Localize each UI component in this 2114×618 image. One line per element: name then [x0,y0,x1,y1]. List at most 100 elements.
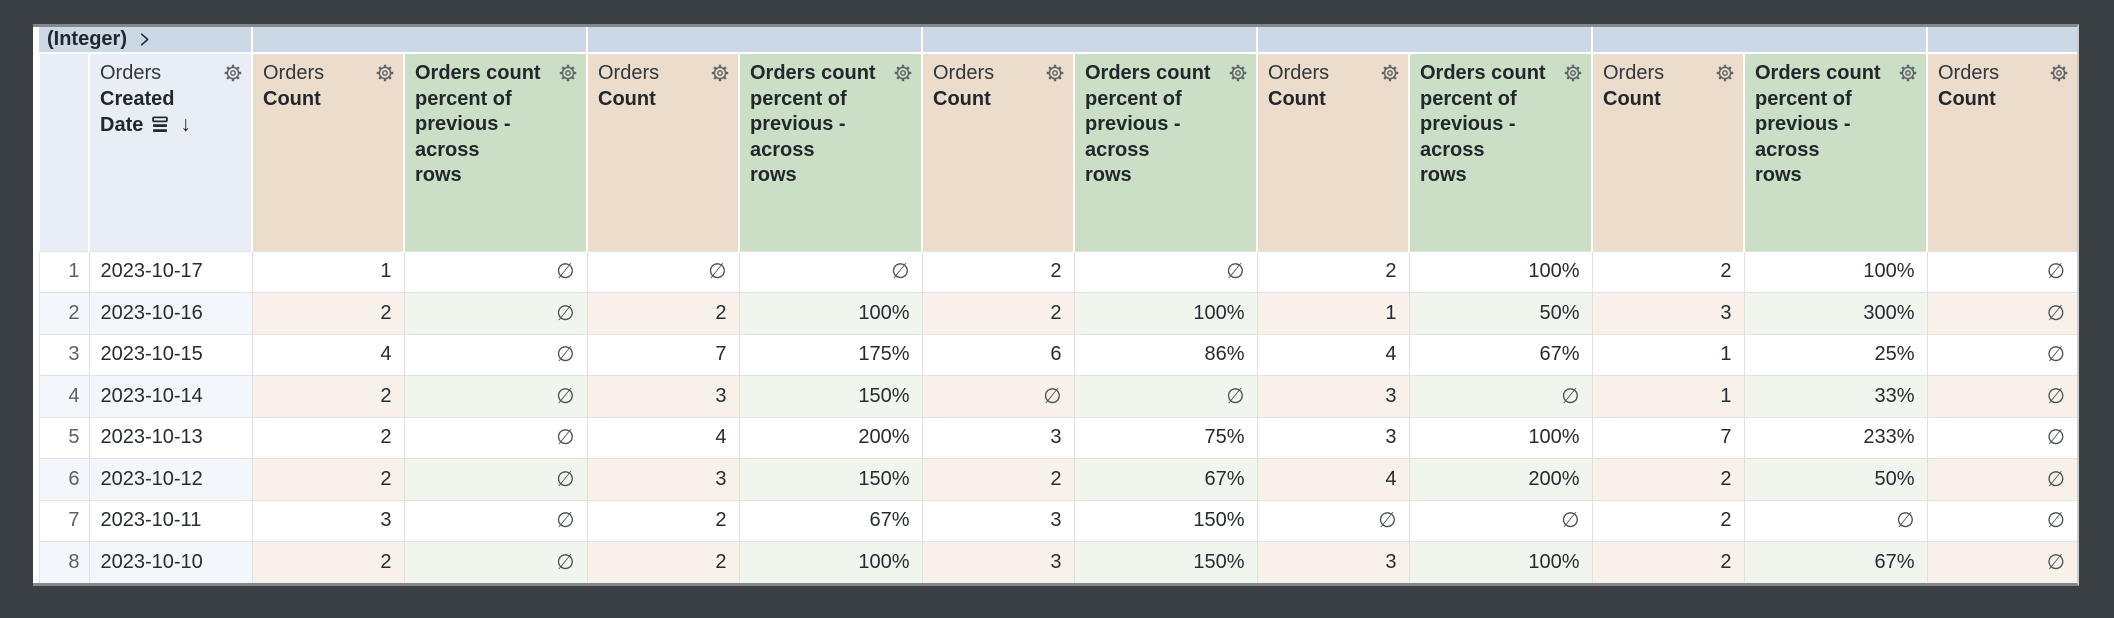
gear-icon[interactable] [557,62,579,84]
percent-of-previous-cell[interactable]: 200% [1408,458,1592,500]
orders-count-cell[interactable]: 3 [1256,416,1409,459]
percent-of-previous-cell[interactable]: 100% [1408,250,1592,293]
date-cell[interactable]: 2023-10-12 [88,458,252,500]
orders-count-cell[interactable]: 6 [921,333,1074,376]
column-header-orders-count[interactable]: Orders Count [1926,52,2077,251]
percent-of-previous-cell[interactable]: 150% [1073,541,1257,583]
percent-of-previous-cell[interactable]: 67% [1408,333,1592,376]
percent-of-previous-cell[interactable]: ∅ [738,250,922,293]
gear-icon[interactable] [2048,62,2070,84]
orders-count-cell[interactable]: 7 [1591,416,1744,459]
column-header-orders-count[interactable]: Orders Count [586,52,739,251]
column-header-orders-count-percent-of-previous[interactable]: Orders count percent of previous - across ro… [1743,52,1927,251]
gear-icon[interactable] [1714,62,1736,84]
percent-of-previous-cell[interactable]: 150% [738,458,922,500]
column-header-orders-count[interactable]: Orders Count [921,52,1074,251]
gear-icon[interactable] [1562,62,1584,84]
column-header-orders-count-percent-of-previous[interactable]: Orders count percent of previous - across ro… [403,52,587,251]
column-header-orders-count[interactable]: Orders Count [1591,52,1744,251]
orders-count-cell[interactable]: ∅ [1926,250,2077,293]
orders-count-cell[interactable]: 4 [251,333,404,376]
column-header-orders-created-date[interactable]: Orders Created Date ↓ [88,52,252,251]
percent-of-previous-cell[interactable]: ∅ [403,541,587,583]
percent-of-previous-cell[interactable]: ∅ [403,458,587,500]
percent-of-previous-cell[interactable]: 67% [738,499,922,542]
date-cell[interactable]: 2023-10-15 [88,333,252,376]
percent-of-previous-cell[interactable]: 33% [1743,375,1927,417]
orders-count-cell[interactable]: 2 [251,416,404,459]
orders-count-cell[interactable]: 3 [251,499,404,542]
column-header-orders-count[interactable]: Orders Count [1256,52,1409,251]
percent-of-previous-cell[interactable]: ∅ [403,499,587,542]
percent-of-previous-cell[interactable]: 100% [1408,416,1592,459]
date-cell[interactable]: 2023-10-16 [88,292,252,334]
percent-of-previous-cell[interactable]: ∅ [403,292,587,334]
orders-count-cell[interactable]: 2 [921,458,1074,500]
orders-count-cell[interactable]: 2 [1591,250,1744,293]
orders-count-cell[interactable]: 3 [921,416,1074,459]
orders-count-cell[interactable]: 2 [251,541,404,583]
orders-count-cell[interactable]: 4 [586,416,739,459]
orders-count-cell[interactable]: 1 [1591,333,1744,376]
percent-of-previous-cell[interactable]: 67% [1743,541,1927,583]
percent-of-previous-cell[interactable]: ∅ [1408,499,1592,542]
gear-icon[interactable] [1227,62,1249,84]
column-header-orders-count-percent-of-previous[interactable]: Orders count percent of previous - across ro… [738,52,922,251]
orders-count-cell[interactable]: ∅ [1256,499,1409,542]
percent-of-previous-cell[interactable]: 200% [738,416,922,459]
orders-count-cell[interactable]: 3 [1256,541,1409,583]
orders-count-cell[interactable]: 2 [251,292,404,334]
percent-of-previous-cell[interactable]: ∅ [1073,375,1257,417]
percent-of-previous-cell[interactable]: ∅ [1743,499,1927,542]
percent-of-previous-cell[interactable]: ∅ [403,333,587,376]
gear-icon[interactable] [709,62,731,84]
percent-of-previous-cell[interactable]: ∅ [1408,375,1592,417]
orders-count-cell[interactable]: 1 [1256,292,1409,334]
percent-of-previous-cell[interactable]: 25% [1743,333,1927,376]
gear-icon[interactable] [892,62,914,84]
orders-count-cell[interactable]: 4 [1256,333,1409,376]
percent-of-previous-cell[interactable]: 100% [1743,250,1927,293]
orders-count-cell[interactable]: ∅ [586,250,739,293]
orders-count-cell[interactable]: 1 [251,250,404,293]
orders-count-cell[interactable]: ∅ [921,375,1074,417]
orders-count-cell[interactable]: 3 [921,541,1074,583]
gear-icon[interactable] [1897,62,1919,84]
orders-count-cell[interactable]: 3 [586,375,739,417]
date-cell[interactable]: 2023-10-11 [88,499,252,542]
percent-of-previous-cell[interactable]: 67% [1073,458,1257,500]
column-header-orders-count-percent-of-previous[interactable]: Orders count percent of previous - across ro… [1073,52,1257,251]
orders-count-cell[interactable]: 2 [1256,250,1409,293]
orders-count-cell[interactable]: 2 [1591,541,1744,583]
percent-of-previous-cell[interactable]: 100% [738,292,922,334]
percent-of-previous-cell[interactable]: 175% [738,333,922,376]
orders-count-cell[interactable]: 2 [1591,499,1744,542]
pivot-field-cell[interactable]: (Integer) [39,27,252,53]
orders-count-cell[interactable]: ∅ [1926,375,2077,417]
orders-count-cell[interactable]: 3 [921,499,1074,542]
date-cell[interactable]: 2023-10-13 [88,416,252,459]
gear-icon[interactable] [1379,62,1401,84]
column-header-orders-count[interactable]: Orders Count [251,52,404,251]
percent-of-previous-cell[interactable]: 300% [1743,292,1927,334]
orders-count-cell[interactable]: ∅ [1926,292,2077,334]
orders-count-cell[interactable]: 2 [586,292,739,334]
orders-count-cell[interactable]: 2 [921,250,1074,293]
orders-count-cell[interactable]: 4 [1256,458,1409,500]
percent-of-previous-cell[interactable]: ∅ [403,416,587,459]
orders-count-cell[interactable]: 3 [586,458,739,500]
percent-of-previous-cell[interactable]: 50% [1743,458,1927,500]
orders-count-cell[interactable]: 2 [921,292,1074,334]
orders-count-cell[interactable]: 2 [251,458,404,500]
percent-of-previous-cell[interactable]: 233% [1743,416,1927,459]
orders-count-cell[interactable]: 2 [586,499,739,542]
orders-count-cell[interactable]: 2 [251,375,404,417]
chevron-right-icon[interactable] [136,30,153,49]
orders-count-cell[interactable]: 2 [1591,458,1744,500]
orders-count-cell[interactable]: ∅ [1926,333,2077,376]
percent-of-previous-cell[interactable]: 150% [1073,499,1257,542]
column-header-orders-count-percent-of-previous[interactable]: Orders count percent of previous - across ro… [1408,52,1592,251]
date-cell[interactable]: 2023-10-14 [88,375,252,417]
orders-count-cell[interactable]: ∅ [1926,499,2077,542]
percent-of-previous-cell[interactable]: 150% [738,375,922,417]
